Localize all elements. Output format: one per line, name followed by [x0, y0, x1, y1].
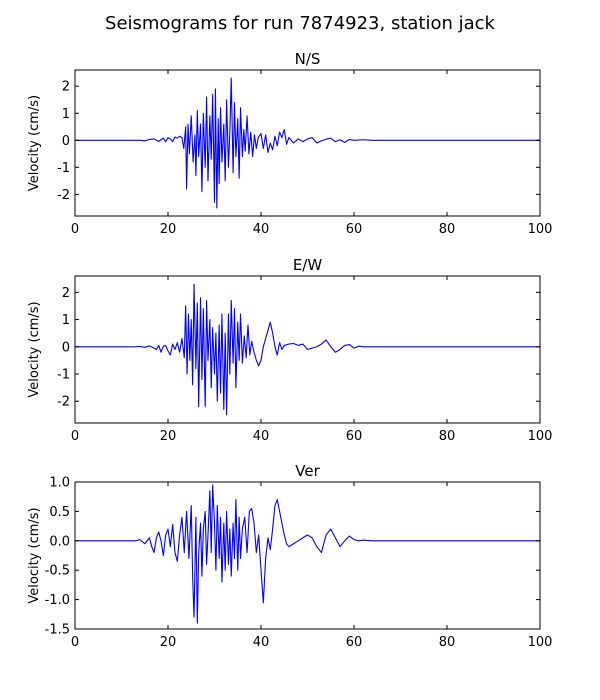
x-tick-label: 80 [439, 635, 456, 650]
y-axis-label: Velocity (cm/s) [27, 507, 42, 603]
x-tick-label: 60 [346, 429, 363, 444]
chart-panel-2: E/W Velocity (cm/s) 0 20 40 60 80 100 -2 -1 0 1 2 [27, 256, 552, 444]
x-tick-label: 60 [346, 222, 363, 237]
y-axis-label: Velocity (cm/s) [27, 95, 42, 191]
y-tick-label: 1 [62, 107, 70, 122]
x-tick-label: 0 [71, 222, 79, 237]
y-tick-label: 0.0 [49, 534, 70, 549]
y-tick-label: 1.0 [49, 476, 70, 491]
y-tick-label: -1.0 [45, 593, 70, 608]
y-tick-label: -1.5 [45, 623, 70, 638]
x-tick-label: 0 [71, 635, 79, 650]
plot-frame [74, 69, 541, 217]
x-tick-label: 20 [160, 635, 177, 650]
series-line-1 [75, 484, 540, 624]
chart-panel-1: N/S Velocity (cm/s) 0 20 40 60 80 100 -2 -1 0 1 2 [27, 50, 552, 237]
plot-frame [74, 481, 541, 630]
y-tick-label: 2 [62, 286, 70, 301]
y-tick-label: -2 [57, 188, 70, 203]
chart-title: Ver [295, 462, 320, 480]
y-tick-label: -0.5 [45, 564, 70, 579]
y-tick-label: -1 [57, 161, 70, 176]
y-axis-label: Velocity (cm/s) [27, 301, 42, 397]
plot-frame [74, 275, 541, 424]
x-tick-label: 60 [346, 635, 363, 650]
y-tick-label: -1 [57, 368, 70, 383]
x-tick-label: 80 [439, 222, 456, 237]
x-tick-label: 40 [253, 222, 270, 237]
series-line-1 [75, 77, 540, 209]
chart-panel-3: Ver Velocity (cm/s) 0 20 40 60 80 100 -1.5 -1.0 -0… [27, 462, 552, 650]
series-line-1 [75, 283, 540, 416]
x-tick-label: 100 [528, 635, 553, 650]
chart-title: N/S [295, 50, 321, 68]
y-tick-label: 2 [62, 80, 70, 95]
y-tick-label: 0 [62, 340, 70, 355]
chart-title: E/W [293, 256, 323, 274]
y-tick-label: 0.5 [49, 505, 70, 520]
x-tick-label: 20 [160, 222, 177, 237]
y-tick-label: 1 [62, 313, 70, 328]
x-tick-label: 40 [253, 429, 270, 444]
x-tick-label: 80 [439, 429, 456, 444]
x-tick-label: 20 [160, 429, 177, 444]
x-tick-label: 0 [71, 429, 79, 444]
x-tick-label: 40 [253, 635, 270, 650]
x-tick-label: 100 [528, 429, 553, 444]
x-tick-label: 100 [528, 222, 553, 237]
y-tick-label: -2 [57, 395, 70, 410]
y-tick-label: 0 [62, 134, 70, 149]
figure-title: Seismograms for run 7874923, station jac… [105, 13, 496, 34]
